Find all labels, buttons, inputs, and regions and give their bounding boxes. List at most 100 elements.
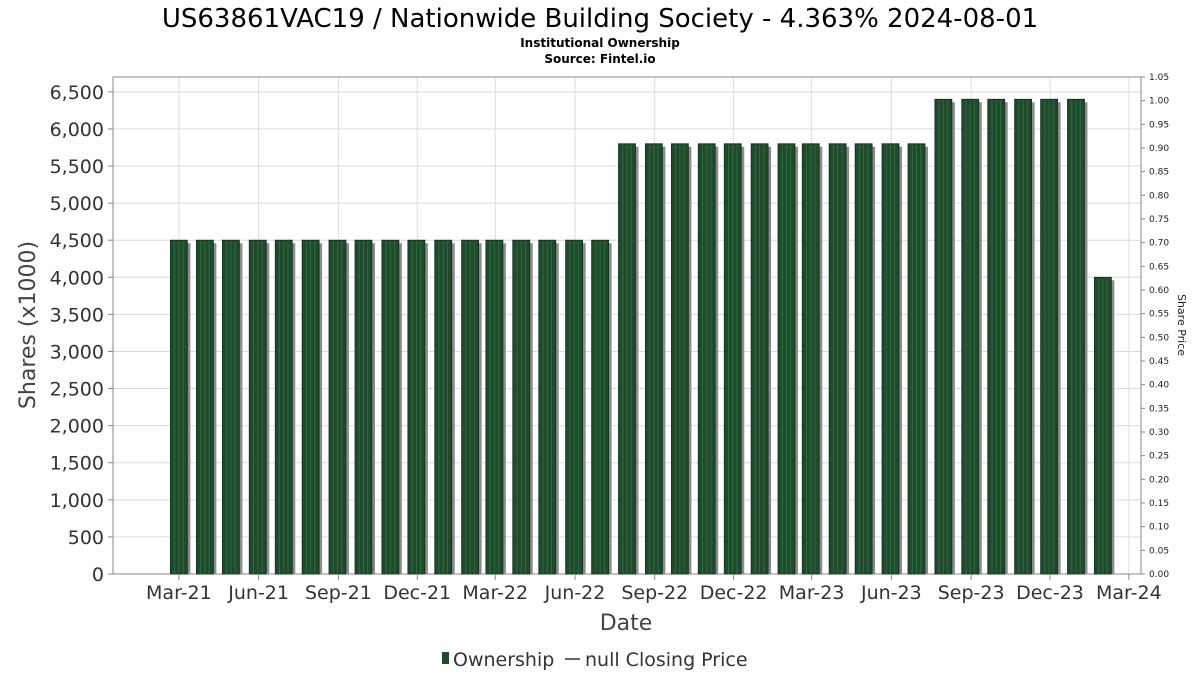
- ownership-bar: [434, 239, 455, 575]
- y2-tick-label: 0.70: [1149, 239, 1169, 249]
- ownership-bar: [169, 239, 191, 575]
- y2-tick-label: 0.60: [1149, 286, 1169, 296]
- ownership-bar: [828, 143, 850, 575]
- y2-tick-label: 0.35: [1149, 404, 1169, 414]
- x-tick-label: Mar-24: [1096, 582, 1162, 604]
- ownership-bar: [750, 143, 772, 575]
- ownership-bar: [274, 239, 296, 575]
- ownership-bar: [1040, 98, 1061, 575]
- ownership-bar: [354, 239, 375, 575]
- y2-tick-label: 0.05: [1149, 546, 1169, 556]
- ownership-bar: [381, 239, 402, 575]
- ownership-bar: [195, 239, 217, 575]
- ownership-bar: [301, 239, 323, 575]
- ownership-bar: [987, 98, 1008, 575]
- bars: [169, 98, 1115, 575]
- ownership-bar: [407, 239, 428, 575]
- ownership-bar: [961, 98, 982, 575]
- legend-ownership-swatch: [442, 652, 449, 664]
- ownership-bar: [565, 239, 586, 575]
- ownership-bar: [644, 143, 666, 575]
- y2-axis-title: Share Price: [1175, 294, 1188, 356]
- x-tick-label: Dec-21: [383, 582, 451, 604]
- y-tick-label: 500: [68, 527, 104, 549]
- y-tick-label: 5,500: [50, 156, 104, 178]
- x-axis-title: Date: [600, 611, 653, 636]
- ownership-bar: [777, 143, 798, 575]
- ownership-bar: [1014, 98, 1035, 575]
- y2-tick-label: 0.95: [1149, 120, 1169, 130]
- chart-title: US63861VAC19 / Nationwide Building Socie…: [162, 4, 1038, 34]
- y2-tick-label: 0.25: [1149, 452, 1169, 462]
- x-tick-label: Sep-21: [305, 582, 372, 604]
- x-tick-label: Dec-22: [700, 582, 768, 604]
- y2-tick-label: 0.50: [1149, 333, 1169, 343]
- legend-price-label: null Closing Price: [585, 649, 748, 671]
- y-tick-label: 3,000: [50, 341, 104, 363]
- y2-tick-label: 0.45: [1149, 357, 1169, 367]
- ownership-bar: [801, 143, 823, 575]
- ownership-bar: [723, 143, 745, 575]
- y2-tick-label: 0.85: [1149, 168, 1169, 178]
- x-tick-label: Sep-23: [938, 582, 1005, 604]
- ownership-bar: [907, 143, 929, 575]
- y2-tick-label: 0.75: [1149, 215, 1169, 225]
- legend-ownership-label: Ownership: [453, 649, 554, 671]
- y2-tick-label: 0.65: [1149, 262, 1169, 272]
- y-tick-label: 5,000: [50, 193, 104, 215]
- chart-subtitle-source: Source: Fintel.io: [544, 52, 655, 66]
- legend: Ownership null Closing Price: [442, 649, 748, 671]
- y2-tick-label: 0.80: [1149, 191, 1169, 201]
- y2-tick-label: 0.20: [1149, 475, 1169, 485]
- ownership-bar: [1093, 276, 1115, 575]
- ownership-bar: [328, 239, 349, 575]
- ownership-bar: [591, 239, 612, 575]
- ownership-bar: [670, 143, 692, 575]
- y-tick-label: 1,000: [50, 490, 104, 512]
- x-tick-label: Mar-23: [779, 582, 845, 604]
- x-tick-label: Mar-21: [146, 582, 212, 604]
- y-axis-ticks: 0 500 1,000 1,500 2,000 2,500 3,000 3,500 4,000 4…: [50, 82, 113, 586]
- y-tick-label: 6,000: [50, 119, 104, 141]
- y2-tick-label: 1.00: [1149, 97, 1169, 107]
- y2-tick-label: 0.15: [1149, 499, 1169, 509]
- ownership-bar: [512, 239, 533, 575]
- ownership-bar: [854, 143, 876, 575]
- ownership-bar: [934, 98, 955, 575]
- ownership-bar: [485, 239, 506, 575]
- ownership-bar: [538, 239, 559, 575]
- x-tick-label: Dec-23: [1016, 582, 1084, 604]
- x-axis-ticks: Mar-21 Jun-21 Sep-21 Dec-21 Mar-22 Jun-22 Sep-…: [146, 574, 1162, 604]
- y-tick-label: 4,500: [50, 230, 104, 252]
- ownership-bar: [697, 143, 719, 575]
- ownership-bar: [221, 239, 243, 575]
- y2-tick-label: 1.05: [1149, 73, 1169, 83]
- y-tick-label: 1,500: [50, 453, 104, 475]
- y2-axis-ticks: 0.00 0.05 0.10 0.15 0.20 0.25 0.30 0.35 0.40 0.45…: [1141, 73, 1169, 580]
- chart-subtitle-ownership: Institutional Ownership: [520, 36, 680, 50]
- y2-tick-label: 0.30: [1149, 428, 1169, 438]
- y2-tick-label: 0.10: [1149, 523, 1169, 533]
- y-tick-label: 2,000: [50, 416, 104, 438]
- y-tick-label: 2,500: [50, 379, 104, 401]
- y-axis-title: Shares (x1000): [16, 241, 41, 409]
- y-tick-label: 6,500: [50, 82, 104, 104]
- ownership-bar: [881, 143, 903, 575]
- y2-tick-label: 0.55: [1149, 310, 1169, 320]
- y2-tick-label: 0.40: [1149, 381, 1169, 391]
- ownership-bar: [1067, 98, 1088, 575]
- ownership-bar: [618, 143, 639, 575]
- y2-tick-label: 0.90: [1149, 144, 1169, 154]
- ownership-bar: [248, 239, 270, 575]
- x-tick-label: Jun-22: [544, 582, 606, 604]
- y-tick-label: 4,000: [50, 267, 104, 289]
- y-tick-label: 3,500: [50, 304, 104, 326]
- x-tick-label: Sep-22: [621, 582, 688, 604]
- ownership-bar: [461, 239, 482, 575]
- x-tick-label: Jun-21: [227, 582, 289, 604]
- x-tick-label: Mar-22: [462, 582, 528, 604]
- y2-tick-label: 0.00: [1149, 570, 1169, 580]
- y-tick-label: 0: [92, 564, 104, 586]
- x-tick-label: Jun-23: [860, 582, 922, 604]
